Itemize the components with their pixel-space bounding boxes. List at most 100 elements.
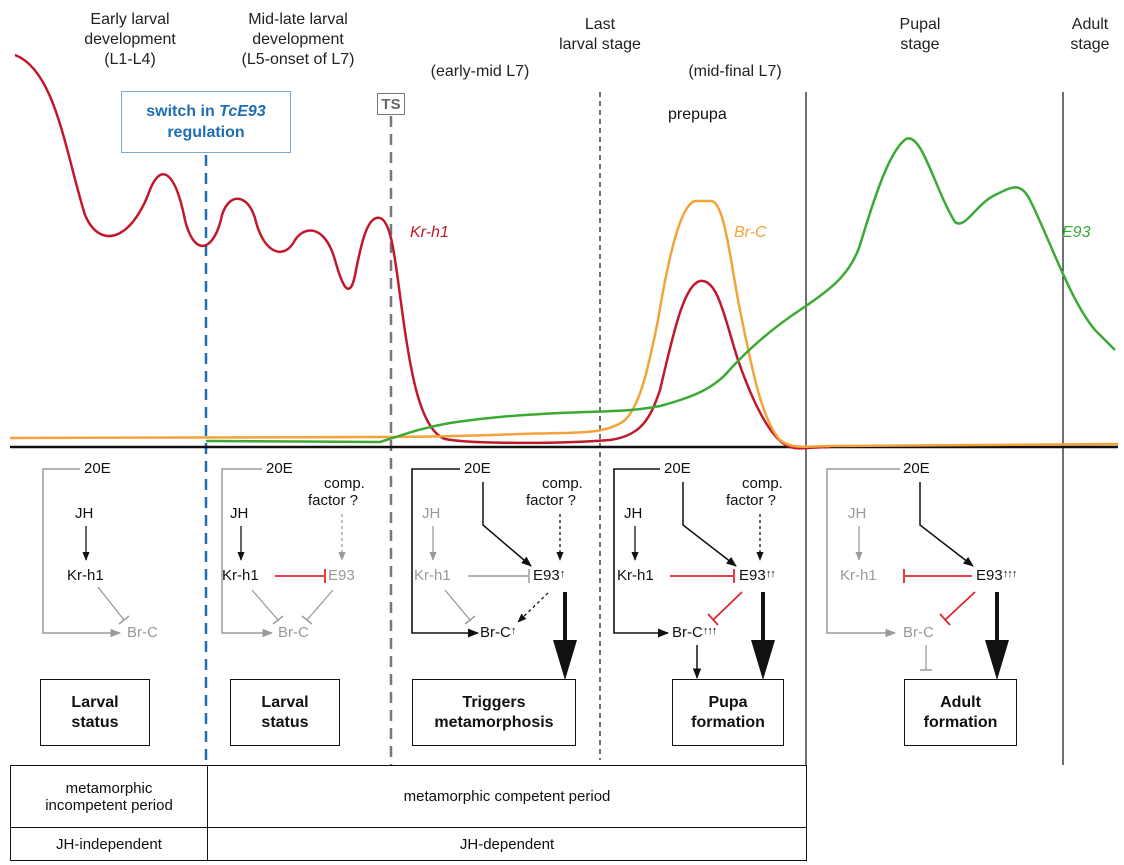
p5-20e: 20E	[903, 460, 930, 477]
p4-e93-text: E93	[739, 567, 766, 584]
outcome-1-line1: Larval	[71, 693, 119, 711]
stage-mid-line2: development	[252, 31, 344, 48]
p2-comp-2: factor ?	[308, 492, 359, 509]
p5-e93-big-arrow-head	[985, 640, 1009, 680]
p3-brc-arrows: ↑	[510, 625, 516, 637]
p2-20e: 20E	[266, 460, 293, 477]
krh1-curve	[14, 53, 831, 450]
competent-period-cell: metamorphic competent period	[207, 765, 807, 828]
p4-e93: E93↑↑	[739, 567, 776, 584]
p5-20e-to-e93	[919, 482, 974, 567]
jh-independent-cell: JH-independent	[10, 827, 208, 861]
stage-early-mid-label: (early-mid L7)	[430, 63, 530, 80]
switch-gene: TcE93	[219, 103, 266, 120]
stage-last-line1: Last	[584, 16, 616, 33]
e93-curve-label: E93	[1062, 224, 1091, 241]
competence-row: metamorphic incompetent period metamorph…	[10, 765, 807, 828]
brc-curve	[9, 199, 1119, 448]
outcome-3-line1: Triggers	[462, 693, 526, 711]
stage-mid-late-larval: Mid-late larval development (L5-onset of…	[218, 10, 378, 70]
stage-pupal: Pupal stage	[880, 15, 960, 55]
outcome-2-line1: Larval	[261, 693, 309, 711]
p2-e93-inhibit-brc	[306, 589, 334, 621]
switch-line2: regulation	[167, 124, 245, 141]
p2-jh: JH	[230, 505, 249, 522]
p5-e93: E93↑↑↑	[976, 567, 1017, 584]
period-table: metamorphic incompetent period metamorph…	[10, 765, 807, 861]
p4-20e-to-e93	[682, 482, 737, 567]
prepupa-label: prepupa	[668, 106, 727, 123]
p1-krh1: Kr-h1	[67, 567, 104, 584]
p3-jh: JH	[422, 505, 441, 522]
ts-label: TS	[377, 93, 405, 115]
incompetent-line2: incompetent period	[45, 796, 173, 814]
stage-adult-line2: stage	[1070, 36, 1110, 53]
p4-e93-arrows: ↑↑	[765, 568, 776, 580]
outcome-4-line1: Pupa	[708, 693, 748, 711]
outcome-1-line2: status	[71, 713, 119, 731]
p3-comp-1: comp.	[542, 475, 583, 492]
outcome-4-line2: formation	[691, 713, 765, 731]
p3-comp-2: factor ?	[526, 492, 577, 509]
p4-krh1: Kr-h1	[617, 567, 654, 584]
stage-pupal-line1: Pupal	[899, 16, 941, 33]
p4-brc-arrows: ↑↑↑	[702, 625, 717, 637]
p3-krh1-inhibit-brc	[444, 589, 471, 621]
outcome-5-line2: formation	[923, 713, 998, 731]
p4-bar-brc	[707, 613, 719, 626]
p3-e93-arrows: ↑	[559, 568, 565, 580]
stage-last-line2: larval stage	[559, 36, 641, 53]
p1-jh: JH	[75, 505, 94, 522]
jh-dependent-cell: JH-dependent	[207, 827, 807, 861]
outcome-2-text: Larval status	[261, 693, 308, 733]
p3-bar-brc	[464, 615, 476, 625]
stage-mid-line3: (L5-onset of L7)	[241, 51, 355, 68]
p5-brc: Br-C	[903, 624, 934, 641]
switch-regulation-box: switch in TcE93 regulation	[121, 91, 291, 153]
outcome-pupa-formation: Pupa formation	[672, 679, 784, 746]
p1-20e-loop	[42, 468, 122, 638]
p2-brc: Br-C	[278, 624, 309, 641]
p4-comp-1: comp.	[742, 475, 783, 492]
p2-krh1-inhibit-brc	[251, 589, 279, 621]
p3-e93-big-arrow-head	[553, 640, 577, 680]
p2-krh1: Kr-h1	[222, 567, 259, 584]
stage-pupal-line2: stage	[900, 36, 940, 53]
stage-early-line3: (L1-L4)	[104, 51, 156, 68]
network-panel-1	[42, 468, 130, 638]
stage-early-line1: Early larval	[90, 11, 170, 28]
network-panel-3	[411, 468, 577, 680]
e93-curve	[205, 137, 1116, 444]
p2-bar-brc-left	[272, 615, 284, 625]
network-panel-2	[221, 468, 346, 638]
p2-20e-loop	[221, 468, 274, 638]
stage-adult: Adult stage	[1055, 15, 1124, 55]
p4-comp-2: factor ?	[726, 492, 777, 509]
p1-20e: 20E	[84, 460, 111, 477]
p3-brc-text: Br-C	[480, 624, 511, 641]
p3-20e-to-e93	[482, 482, 532, 567]
stage-early-larval: Early larval development (L1-L4)	[50, 10, 210, 70]
p1-brc: Br-C	[127, 624, 158, 641]
p5-e93-arrows: ↑↑↑	[1002, 568, 1017, 580]
p1-krh1-inhibit-brc	[97, 586, 125, 621]
p5-20e-loop	[826, 468, 900, 638]
outcome-3-line2: metamorphosis	[434, 713, 554, 731]
p4-20e: 20E	[664, 460, 691, 477]
p4-brc-text: Br-C	[672, 624, 703, 641]
p5-jh: JH	[848, 505, 867, 522]
outcome-larval-status-2: Larval status	[230, 679, 340, 746]
p3-e93: E93↑	[533, 567, 565, 584]
p5-e93-text: E93	[976, 567, 1003, 584]
incompetent-period-cell: metamorphic incompetent period	[10, 765, 208, 828]
p5-bar-brc	[939, 613, 951, 626]
outcome-5-text: Adult formation	[924, 693, 998, 733]
network-panel-5	[826, 468, 1009, 680]
stage-mid-line1: Mid-late larval	[248, 11, 348, 28]
p5-e93-inhibit-brc	[944, 591, 976, 621]
outcome-1-text: Larval status	[71, 693, 118, 733]
stage-last-larval: Last larval stage	[530, 15, 670, 55]
incompetent-line1: metamorphic	[65, 779, 153, 797]
p4-20e-loop	[613, 468, 670, 638]
stage-mid-final-l7: (mid-final L7)	[660, 62, 810, 82]
